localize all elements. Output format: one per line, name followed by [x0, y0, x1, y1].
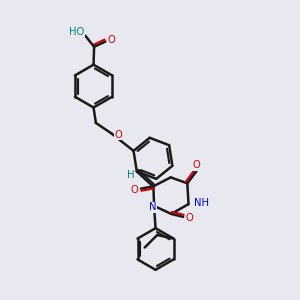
Text: NH: NH [194, 198, 208, 208]
Text: O: O [193, 160, 201, 170]
Text: HO: HO [69, 27, 85, 37]
Text: O: O [186, 213, 194, 223]
Text: O: O [130, 185, 138, 195]
Text: O: O [114, 130, 122, 140]
Text: H: H [127, 170, 134, 180]
Text: N: N [149, 202, 157, 212]
Text: O: O [107, 35, 115, 45]
